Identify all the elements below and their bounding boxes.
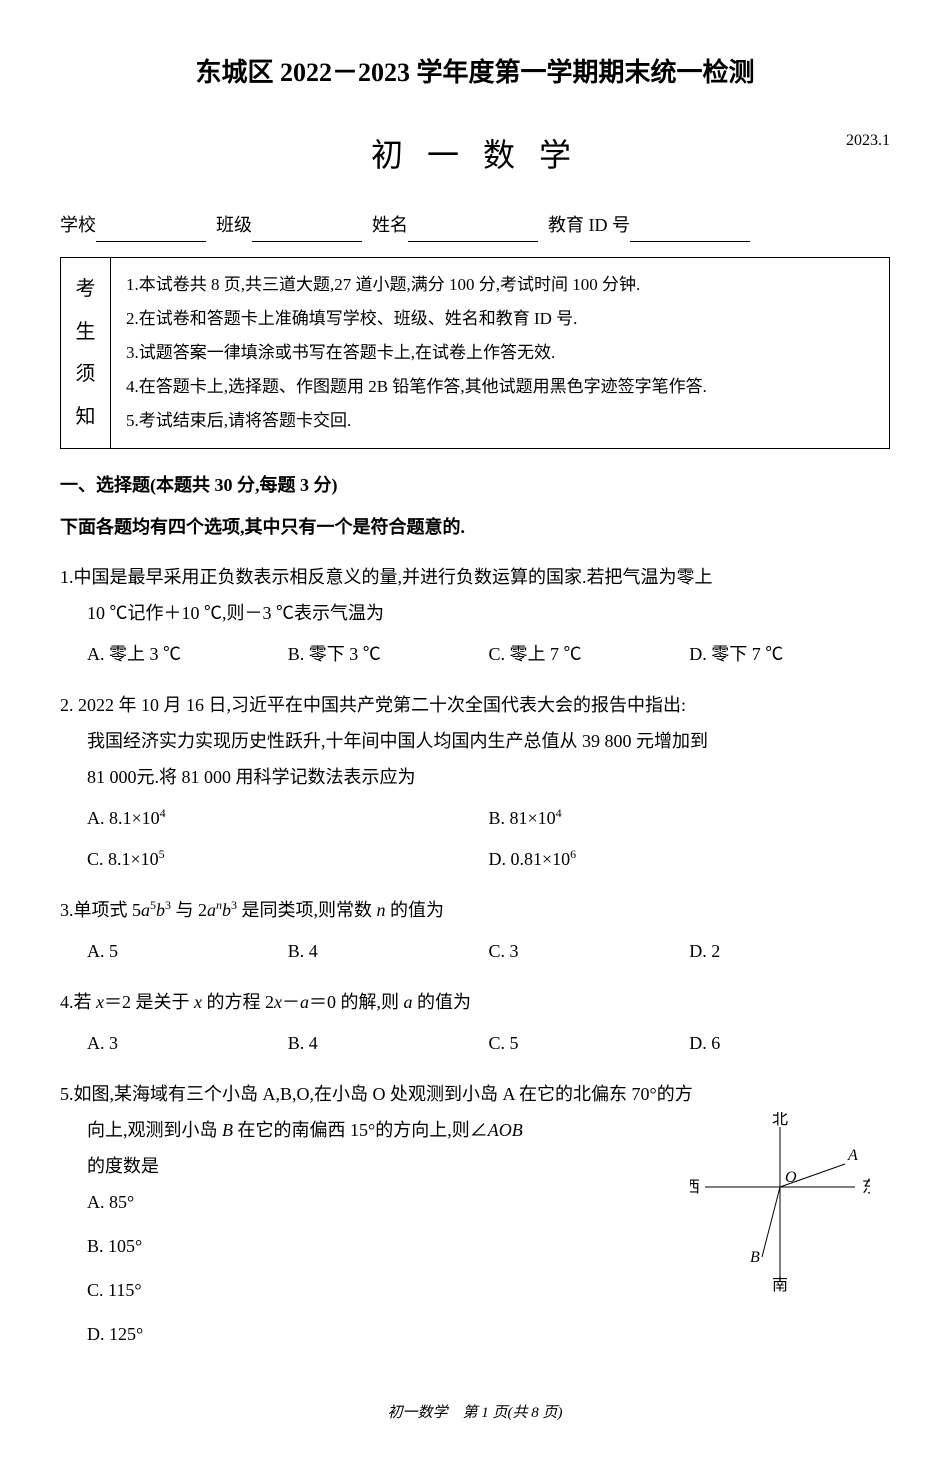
q5-line1: 5.如图,某海域有三个小岛 A,B,O,在小岛 O 处观测到小岛 A 在它的北偏… — [60, 1076, 890, 1112]
notice-item-1: 1.本试卷共 8 页,共三道大题,27 道小题,满分 100 分,考试时间 10… — [126, 268, 874, 302]
question-1: 1.中国是最早采用正负数表示相反意义的量,并进行负数运算的国家.若把气温为零上 … — [60, 559, 890, 672]
notice-vertical-label: 考 生 须 知 — [61, 258, 111, 448]
school-label: 学校 — [60, 209, 96, 241]
q3-options: A. 5 B. 4 C. 3 D. 2 — [60, 933, 890, 969]
q1-options: A. 零上 3 ℃ B. 零下 3 ℃ C. 零上 7 ℃ D. 零下 7 ℃ — [60, 636, 890, 672]
q2-opt-b: B. 81×104 — [489, 800, 891, 836]
section-1-instruction: 下面各题均有四个选项,其中只有一个是符合题意的. — [60, 511, 890, 543]
q3-opt-b: B. 4 — [288, 933, 489, 969]
class-label: 班级 — [216, 209, 252, 241]
main-title: 东城区 2022－2023 学年度第一学期期末统一检测 — [60, 50, 890, 97]
notice-item-4: 4.在答题卡上,选择题、作图题用 2B 铅笔作答,其他试题用黑色字迹签字笔作答. — [126, 370, 874, 404]
q4-opt-a: A. 3 — [87, 1025, 288, 1061]
q2-line2: 我国经济实力实现历史性跃升,十年间中国人均国内生产总值从 39 800 元增加到 — [60, 723, 890, 759]
q5-diagram: 北 南 东 西 A B O — [690, 1112, 890, 1360]
name-label: 姓名 — [372, 209, 408, 241]
notice-item-3: 3.试题答案一律填涂或书写在答题卡上,在试卷上作答无效. — [126, 336, 874, 370]
notice-char-1: 考 — [76, 274, 96, 304]
notice-char-2: 生 — [76, 317, 96, 347]
page-footer: 初一数学 第 1 页(共 8 页) — [60, 1400, 890, 1427]
q2-opt-a: A. 8.1×104 — [87, 800, 489, 836]
question-4: 4.若 x＝2 是关于 x 的方程 2x－a＝0 的解,则 a 的值为 A. 3… — [60, 984, 890, 1061]
q5-options: A. 85° B. 105° C. 115° D. 125° — [60, 1184, 690, 1352]
q3-opt-d: D. 2 — [689, 933, 890, 969]
notice-content: 1.本试卷共 8 页,共三道大题,27 道小题,满分 100 分,考试时间 10… — [111, 258, 889, 448]
north-label: 北 — [772, 1112, 788, 1128]
q2-options-row1: A. 8.1×104 B. 81×104 — [60, 800, 890, 836]
subtitle-row: 初 一 数 学 2023.1 — [60, 127, 890, 185]
q1-line2: 10 ℃记作＋10 ℃,则－3 ℃表示气温为 — [60, 595, 890, 631]
q1-opt-a: A. 零上 3 ℃ — [87, 636, 288, 672]
q5-opt-c: C. 115° — [87, 1272, 690, 1308]
q1-opt-b: B. 零下 3 ℃ — [288, 636, 489, 672]
question-2: 2. 2022 年 10 月 16 日,习近平在中国共产党第二十次全国代表大会的… — [60, 687, 890, 877]
q2-options-row2: C. 8.1×105 D. 0.81×106 — [60, 841, 890, 877]
exam-date: 2023.1 — [846, 127, 890, 156]
notice-item-5: 5.考试结束后,请将答题卡交回. — [126, 404, 874, 438]
q1-opt-c: C. 零上 7 ℃ — [489, 636, 690, 672]
west-label: 西 — [690, 1179, 700, 1196]
compass-svg: 北 南 东 西 A B O — [690, 1112, 870, 1292]
q3-opt-c: C. 3 — [489, 933, 690, 969]
subtitle: 初 一 数 学 — [371, 127, 579, 185]
notice-item-2: 2.在试卷和答题卡上准确填写学校、班级、姓名和教育 ID 号. — [126, 302, 874, 336]
point-o-label: O — [785, 1169, 797, 1186]
south-label: 南 — [772, 1276, 788, 1292]
q4-text: 4.若 x＝2 是关于 x 的方程 2x－a＝0 的解,则 a 的值为 — [60, 984, 890, 1020]
q4-opt-c: C. 5 — [489, 1025, 690, 1061]
q5-opt-d: D. 125° — [87, 1316, 690, 1352]
section-1-title: 一、选择题(本题共 30 分,每题 3 分) — [60, 469, 890, 501]
q4-opt-d: D. 6 — [689, 1025, 890, 1061]
q1-line1: 1.中国是最早采用正负数表示相反意义的量,并进行负数运算的国家.若把气温为零上 — [60, 559, 890, 595]
id-blank[interactable] — [630, 220, 750, 242]
east-label: 东 — [862, 1178, 870, 1196]
q5-opt-b: B. 105° — [87, 1228, 690, 1264]
name-blank[interactable] — [408, 220, 538, 242]
point-a-label: A — [847, 1147, 858, 1164]
q4-opt-b: B. 4 — [288, 1025, 489, 1061]
q3-text: 3.单项式 5a5b3 与 2anb3 是同类项,则常数 n 的值为 — [60, 892, 890, 928]
q2-line1: 2. 2022 年 10 月 16 日,习近平在中国共产党第二十次全国代表大会的… — [60, 687, 890, 723]
q2-opt-c: C. 8.1×105 — [87, 841, 489, 877]
notice-box: 考 生 须 知 1.本试卷共 8 页,共三道大题,27 道小题,满分 100 分… — [60, 257, 890, 449]
question-3: 3.单项式 5a5b3 与 2anb3 是同类项,则常数 n 的值为 A. 5 … — [60, 892, 890, 969]
q3-opt-a: A. 5 — [87, 933, 288, 969]
class-blank[interactable] — [252, 220, 362, 242]
q5-line2: 向上,观测到小岛 B 在它的南偏西 15°的方向上,则∠AOB — [60, 1112, 690, 1148]
question-5: 5.如图,某海域有三个小岛 A,B,O,在小岛 O 处观测到小岛 A 在它的北偏… — [60, 1076, 890, 1360]
q2-opt-d: D. 0.81×106 — [489, 841, 891, 877]
q5-opt-a: A. 85° — [87, 1184, 690, 1220]
id-label: 教育 ID 号 — [548, 209, 630, 241]
q4-options: A. 3 B. 4 C. 5 D. 6 — [60, 1025, 890, 1061]
student-info-row: 学校 班级 姓名 教育 ID 号 — [60, 209, 890, 241]
school-blank[interactable] — [96, 220, 206, 242]
q1-opt-d: D. 零下 7 ℃ — [689, 636, 890, 672]
point-b-label: B — [750, 1249, 760, 1266]
notice-char-3: 须 — [76, 359, 96, 389]
q5-line3: 的度数是 — [60, 1148, 690, 1184]
notice-char-4: 知 — [76, 402, 96, 432]
q2-line3: 81 000元.将 81 000 用科学记数法表示应为 — [60, 759, 890, 795]
